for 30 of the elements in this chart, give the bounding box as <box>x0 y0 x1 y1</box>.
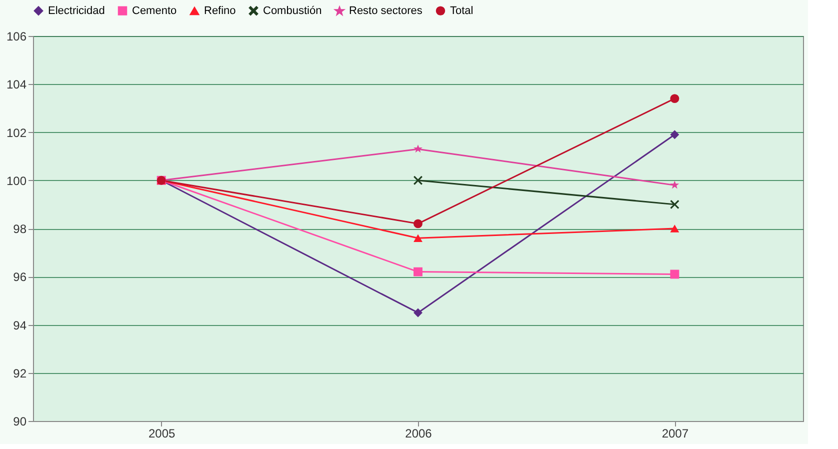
y-tick-label: 92 <box>13 366 27 380</box>
legend-label: Refino <box>204 5 236 18</box>
point <box>414 234 422 242</box>
point <box>414 308 422 318</box>
point <box>414 219 422 228</box>
point <box>670 94 680 104</box>
y-tick-label: 90 <box>13 414 27 428</box>
point <box>414 176 422 185</box>
y-tick-label: 102 <box>6 126 27 140</box>
point <box>670 200 680 209</box>
y-tick-label: 100 <box>6 174 27 188</box>
legend-label: Electricidad <box>48 4 105 17</box>
point <box>670 180 680 189</box>
x-tick-label: 2005 <box>148 426 176 440</box>
point <box>414 144 422 153</box>
point <box>670 224 680 232</box>
point <box>670 130 680 140</box>
legend-label: Total <box>450 4 474 17</box>
legend-label: Combustión <box>263 4 322 17</box>
point <box>414 267 422 276</box>
y-tick-label: 94 <box>13 318 27 332</box>
legend-label: Resto sectores <box>349 5 423 18</box>
x-tick-label: 2007 <box>662 426 689 440</box>
y-tick-label: 104 <box>6 78 27 92</box>
point <box>670 270 680 279</box>
y-tick-label: 96 <box>13 270 27 284</box>
y-tick-label: 106 <box>6 30 27 44</box>
y-tick-label: 98 <box>13 222 27 236</box>
legend-label: Cemento <box>132 4 177 17</box>
x-tick-label: 2006 <box>405 426 432 440</box>
